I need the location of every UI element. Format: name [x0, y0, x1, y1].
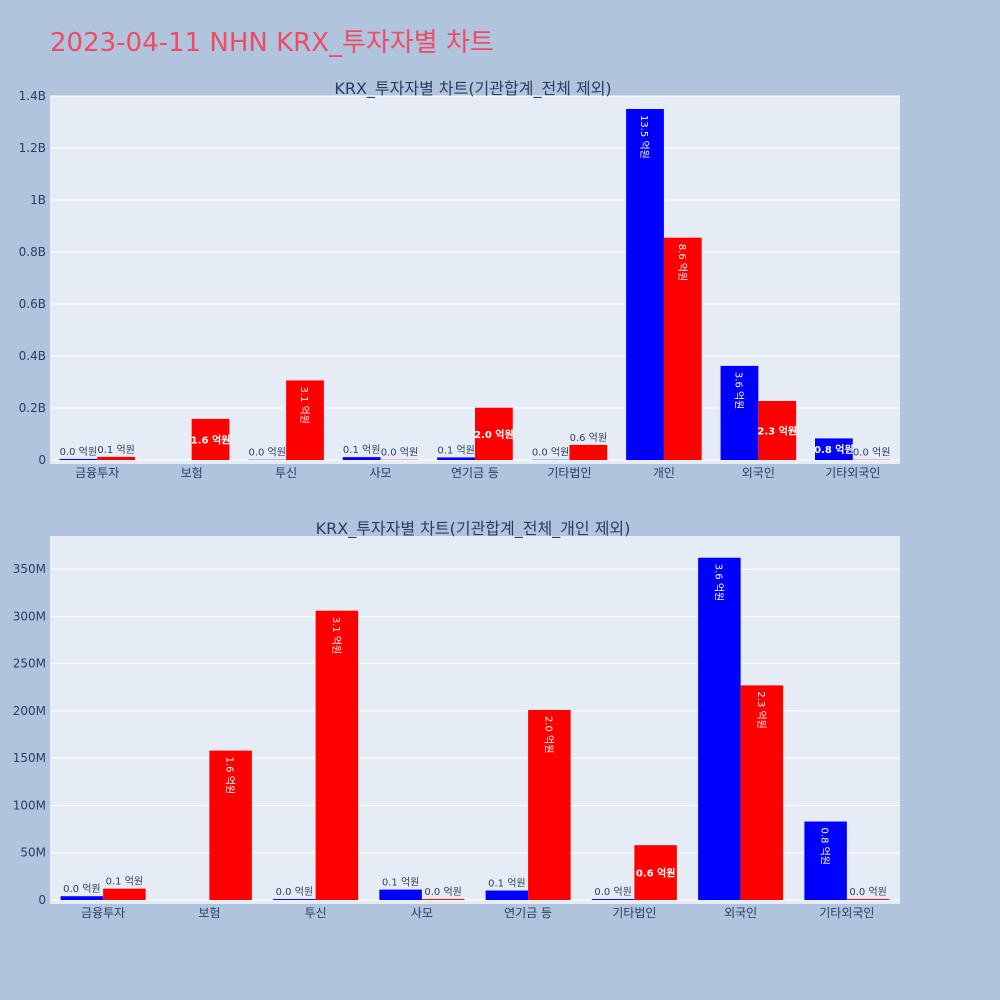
chart-investor-excluding-institution-total: 0 0.2B 0.4B 0.6B 0.8B 1B 1.2B 1.4B KRX_투자자별 차트(기… [19, 79, 900, 480]
bar-data-label: 3.6 억원 [732, 372, 744, 409]
page-title: 2023-04-11 NHN KRX_투자자별 차트 [50, 28, 494, 58]
bar-data-label: 0.0 억원 [594, 886, 631, 898]
bar-data-label: 0.1 억원 [343, 444, 380, 456]
bar-data-label: 0.6 억원 [636, 867, 676, 880]
y-tick-label: 0.4B [19, 349, 46, 363]
x-tick-label: 금융투자 [75, 466, 119, 480]
bar [286, 380, 324, 460]
bar [634, 845, 677, 900]
bar-data-label: 0.1 억원 [106, 876, 143, 888]
bar-data-label: 8.6 억원 [676, 244, 688, 281]
bar [59, 458, 98, 460]
y-tick-label: 200M [13, 704, 46, 718]
bar [475, 407, 513, 460]
y-tick-label: 1.2B [19, 141, 46, 155]
y-tick-label: 50M [20, 846, 46, 860]
bar-data-label: 0.1 억원 [382, 877, 419, 889]
bar-data-label: 0.0 억원 [381, 447, 418, 459]
bar-data-label: 1.6 억원 [191, 433, 231, 446]
bar-data-label: 0.0 억원 [63, 883, 100, 895]
bar [698, 557, 741, 900]
chart-investor-excluding-institution-and-individual: 0 50M 100M 150M 200M 250M 300M 350M KRX_투자자별 차트(… [13, 519, 900, 920]
bar-data-label: 0.6 억원 [570, 432, 607, 444]
y-tick-label: 0 [38, 453, 46, 467]
bar [626, 109, 664, 460]
bar [528, 709, 571, 900]
bar [209, 750, 252, 900]
bar [569, 444, 608, 460]
bar-data-label: 0.0 억원 [248, 447, 285, 459]
bar-data-label: 0.0 억원 [853, 447, 890, 459]
bar-data-label: 3.1 억원 [298, 386, 310, 423]
x-tick-label: 보험 [181, 466, 203, 480]
bar [315, 610, 359, 900]
bar-data-label: 0.8 억원 [814, 443, 854, 456]
y-tick-label: 0.6B [19, 297, 46, 311]
bar-data-label: 0.1 억원 [488, 878, 525, 890]
y-tick-label: 0 [38, 893, 46, 907]
x-tick-label: 보험 [198, 906, 220, 920]
bar [591, 899, 635, 900]
bar [758, 400, 797, 460]
x-tick-label: 외국인 [724, 906, 757, 920]
bar [60, 896, 104, 900]
bar-data-label: 2.3 억원 [755, 691, 767, 728]
bar-data-label: 0.1 억원 [97, 444, 134, 456]
bar-data-label: 2.0 억원 [542, 716, 554, 753]
bar-data-label: 0.8 억원 [819, 828, 831, 865]
bar [663, 237, 702, 460]
x-tick-label: 투신 [305, 906, 327, 920]
bar-data-label: 1.6 억원 [224, 757, 236, 794]
x-tick-label: 사모 [370, 466, 392, 480]
bar [103, 888, 146, 900]
bar-data-label: 0.0 억원 [849, 886, 886, 898]
x-tick-label: 개인 [653, 466, 675, 480]
bar-data-label: 0.0 억원 [276, 886, 313, 898]
x-tick-label: 기타외국인 [825, 466, 880, 480]
y-tick-label: 1.4B [19, 89, 46, 103]
bar [804, 821, 847, 900]
bar-data-label: 2.0 억원 [474, 428, 514, 441]
y-tick-label: 150M [13, 751, 46, 765]
x-tick-label: 외국인 [742, 466, 775, 480]
x-tick-label: 연기금 등 [451, 466, 499, 480]
y-tick-label: 100M [13, 798, 46, 812]
bar-data-label: 3.1 억원 [330, 617, 342, 654]
bar [421, 899, 465, 900]
bar-data-label: 3.6 억원 [712, 564, 724, 601]
y-tick-label: 250M [13, 657, 46, 671]
y-tick-label: 1B [30, 193, 46, 207]
bar [97, 456, 135, 460]
y-tick-label: 0.8B [19, 245, 46, 259]
y-tick-label: 350M [13, 562, 46, 576]
bar [740, 685, 784, 900]
bar-data-label: 0.1 억원 [437, 444, 474, 456]
x-tick-label: 금융투자 [81, 906, 125, 920]
bar-data-label: 0.0 억원 [60, 446, 97, 458]
bar [485, 890, 529, 900]
x-tick-label: 기타외국인 [819, 906, 874, 920]
chart-title: KRX_투자자별 차트(기관합계_전체_개인 제외) [316, 519, 631, 539]
x-tick-label: 기타법인 [612, 906, 656, 920]
bar [846, 899, 890, 900]
bar [437, 457, 475, 460]
x-tick-label: 투신 [275, 466, 297, 480]
bar-data-label: 0.0 억원 [424, 886, 461, 898]
y-tick-label: 0.2B [19, 401, 46, 415]
bar [191, 418, 230, 460]
bar-data-label: 0.0 억원 [532, 447, 569, 459]
bar [342, 457, 381, 460]
chart-title: KRX_투자자별 차트(기관합계_전체 제외) [334, 79, 611, 99]
bar [720, 365, 759, 460]
bar [273, 899, 316, 900]
bar [815, 438, 853, 460]
x-tick-label: 연기금 등 [504, 906, 552, 920]
bar-data-label: 13.5 억원 [638, 115, 650, 159]
y-tick-label: 300M [13, 609, 46, 623]
bar-data-label: 2.3 억원 [757, 424, 797, 437]
bar [379, 889, 422, 900]
x-tick-label: 사모 [411, 906, 433, 920]
x-tick-label: 기타법인 [547, 466, 591, 480]
